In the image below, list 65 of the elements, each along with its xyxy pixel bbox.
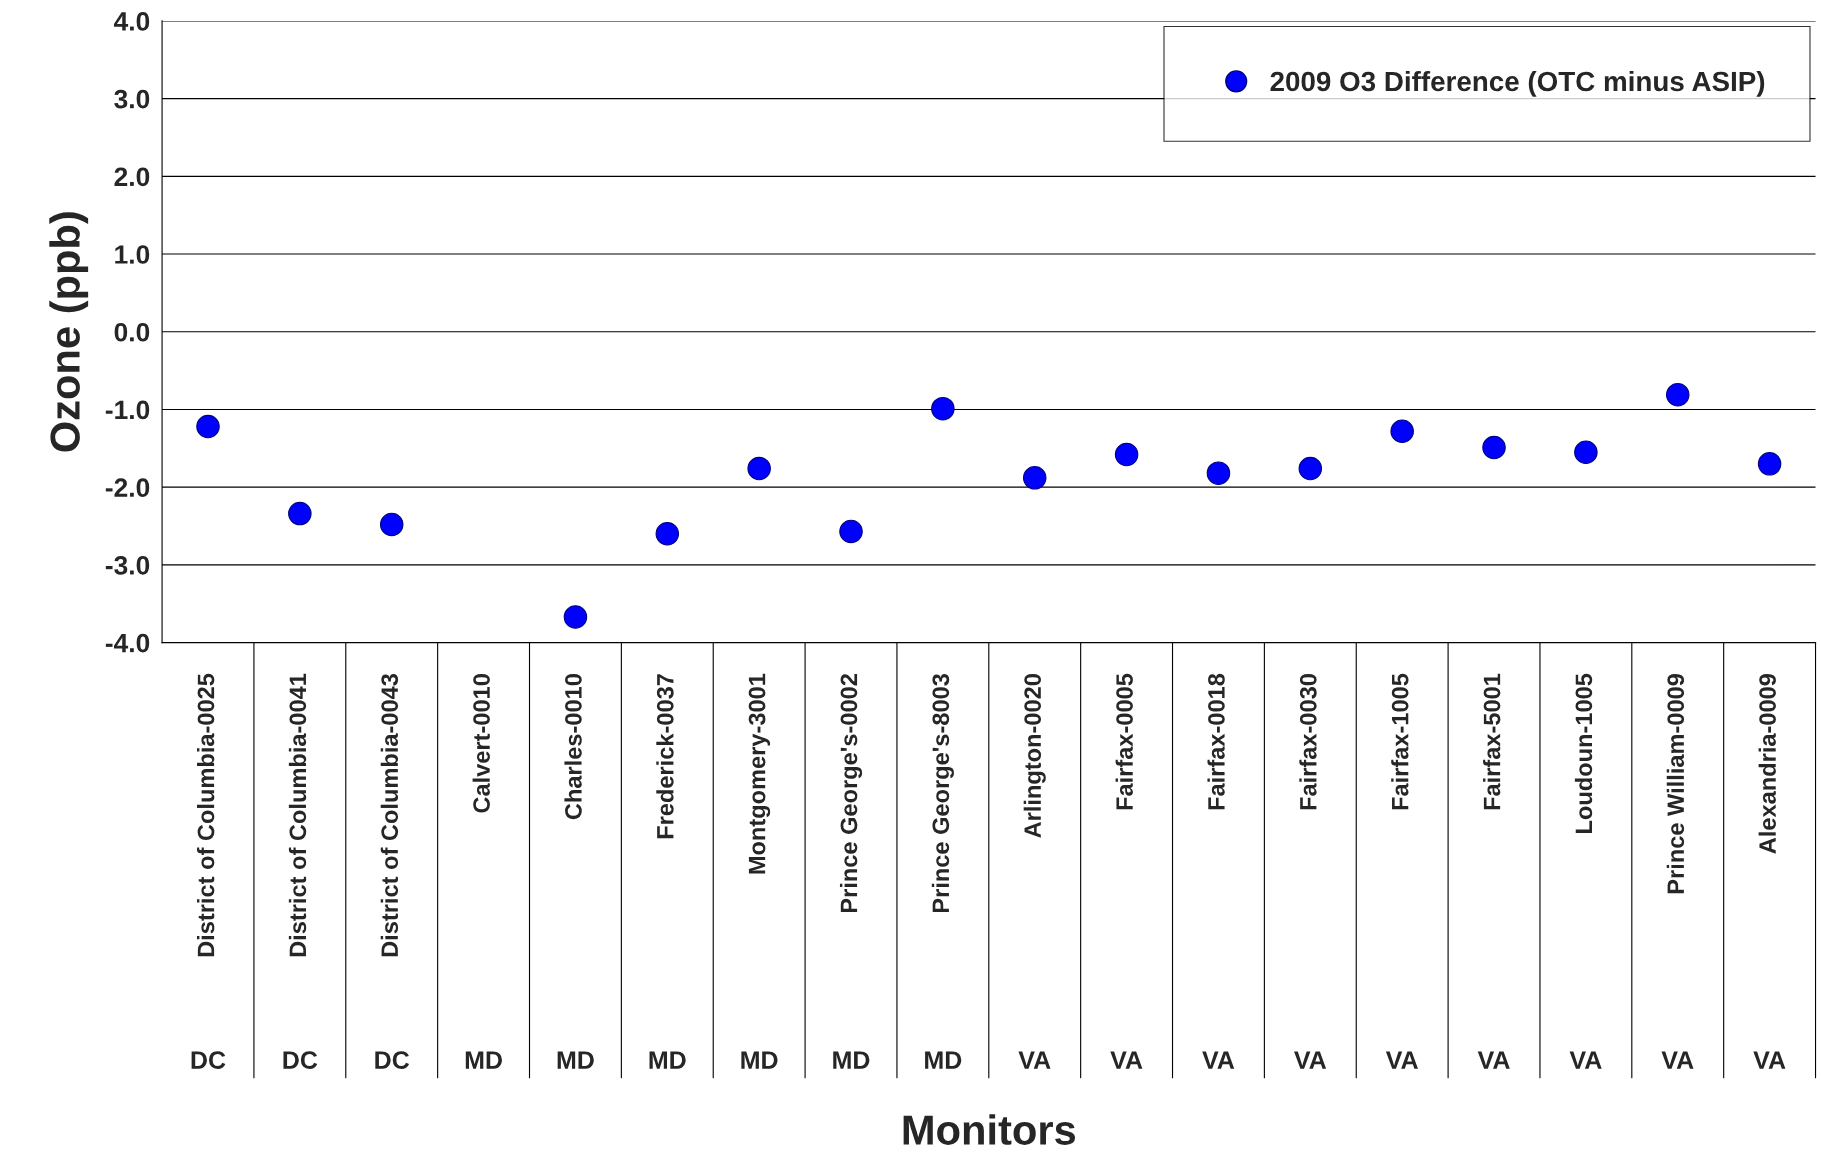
x-tick-label: Loudoun-1005 (1574, 673, 1593, 833)
text: DC (375, 1051, 410, 1069)
text: VA (1110, 1051, 1143, 1069)
point (931, 396, 955, 421)
y-tick-label: 3.0 (114, 89, 150, 109)
point (196, 414, 220, 439)
y-tick-label: 0.0 (114, 322, 150, 342)
point (288, 501, 312, 526)
x-tick-label: Prince George's-8003 (931, 673, 954, 913)
y-tick-label: -1.0 (105, 400, 150, 420)
y-tick-label: -4.0 (105, 633, 150, 653)
y-tick-label: 2.0 (114, 167, 150, 187)
x-tick-label: Fairfax-0005 (1115, 673, 1133, 810)
x-tick-label: Prince William-0009 (1666, 674, 1685, 894)
x-tick-label: Fairfax-0018 (1207, 673, 1225, 810)
text: DC (191, 1051, 226, 1069)
text: MD (649, 1051, 686, 1069)
point (379, 512, 404, 537)
text: MD (465, 1051, 502, 1069)
y-tick-label: 4.0 (113, 12, 150, 31)
text: MD (741, 1051, 778, 1069)
text: VA (1569, 1051, 1602, 1069)
text: DC (283, 1051, 318, 1069)
point (1022, 466, 1047, 490)
point (747, 456, 771, 481)
text: VA (1018, 1051, 1051, 1069)
text: VA (1661, 1051, 1694, 1069)
point (1757, 452, 1782, 476)
x-tick-label: Arlington-0020 (1023, 674, 1046, 838)
point (1298, 456, 1323, 481)
point (1482, 435, 1506, 460)
y-tick-label: 1.0 (115, 245, 150, 264)
x-tick-label: Calvert-0010 (472, 674, 490, 813)
y-tick-label: -2.0 (105, 478, 150, 497)
x-tick-label: District of Columbia-0043 (380, 673, 399, 957)
text: VA (1294, 1051, 1327, 1069)
point (1390, 419, 1414, 443)
text: MD (557, 1051, 594, 1069)
point (655, 522, 680, 546)
x-tick-label: Frederick-0037 (656, 674, 674, 839)
text: VA (1477, 1051, 1510, 1069)
x-tick-label: Fairfax-0030 (1299, 674, 1317, 810)
legend-label: 2009 O3 Difference (OTC minus ASIP) (1270, 70, 1765, 97)
x-tick-label: District of Columbia-0025 (196, 673, 215, 957)
x-tick-label: Fairfax-1005 (1391, 673, 1409, 810)
text: VA (1385, 1051, 1418, 1069)
point (563, 605, 588, 629)
x-tick-label: Charles-0010 (564, 674, 582, 820)
point (1574, 440, 1598, 464)
point (839, 519, 863, 544)
x-tick-label: Montgomery-3001 (748, 673, 771, 874)
text: VA (1753, 1051, 1786, 1069)
point (1206, 461, 1231, 485)
text: MD (925, 1051, 962, 1069)
text: MD (833, 1051, 870, 1069)
x-axis-title: Monitors (903, 1114, 1076, 1145)
y-tick-label: -3.0 (105, 556, 150, 575)
x-tick-label: Alexandria-0009 (1758, 674, 1776, 854)
x-tick-label: Fairfax-5001 (1483, 673, 1501, 810)
x-tick-label: District of Columbia-0041 (288, 673, 307, 957)
y-axis-title: Ozone (ppb) (49, 212, 89, 452)
point (1114, 442, 1139, 467)
point (1665, 382, 1690, 407)
text: VA (1202, 1051, 1235, 1069)
x-tick-label: Prince George's-0002 (839, 674, 863, 913)
